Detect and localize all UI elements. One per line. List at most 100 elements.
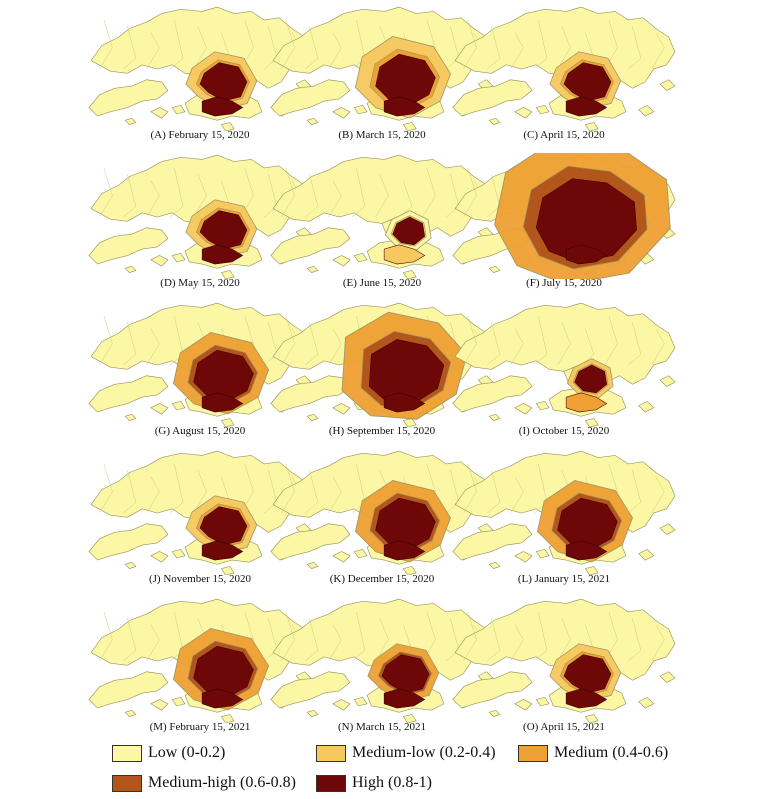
district-boundary bbox=[328, 624, 342, 662]
district-region-core bbox=[193, 645, 254, 698]
district-region-low bbox=[150, 551, 169, 563]
district-boundary bbox=[146, 476, 160, 514]
district-region-low bbox=[306, 709, 319, 717]
district-region-low bbox=[332, 403, 351, 415]
district-boundary bbox=[193, 26, 207, 70]
district-region-low bbox=[353, 549, 368, 559]
legend-item-high: High (0.8-1) bbox=[316, 772, 432, 794]
district-boundary bbox=[146, 180, 160, 218]
district-boundary bbox=[627, 618, 642, 662]
district-region-island bbox=[201, 96, 244, 117]
district-region-low bbox=[514, 699, 533, 711]
map-panel: (C) April 15, 2020 bbox=[444, 5, 684, 150]
district-boundary bbox=[627, 322, 642, 366]
district-region-low bbox=[584, 566, 599, 575]
district-map bbox=[88, 450, 312, 575]
district-region-low bbox=[454, 6, 676, 89]
district-region-core bbox=[535, 178, 637, 263]
district-region-low bbox=[535, 105, 550, 115]
district-region-low bbox=[171, 253, 186, 263]
district-region-low bbox=[488, 117, 501, 125]
district-region-core bbox=[557, 497, 618, 550]
district-boundary bbox=[304, 322, 319, 366]
map-caption: (C) April 15, 2020 bbox=[523, 129, 605, 141]
district-boundary bbox=[375, 618, 389, 662]
legend-label-low: Low (0-0.2) bbox=[148, 744, 226, 761]
district-region-low bbox=[402, 418, 417, 427]
district-region-low bbox=[452, 79, 533, 117]
district-region-low bbox=[584, 418, 599, 427]
district-boundary bbox=[328, 328, 342, 366]
district-region-low bbox=[488, 709, 501, 717]
legend-label-medium-high: Medium-high (0.6-0.8) bbox=[148, 774, 296, 791]
district-boundary bbox=[304, 470, 319, 514]
map-caption: (B) March 15, 2020 bbox=[338, 129, 426, 141]
district-region-low bbox=[171, 401, 186, 411]
district-region-core bbox=[563, 654, 612, 694]
map-caption: (K) December 15, 2020 bbox=[329, 573, 435, 585]
map-caption: (N) March 15, 2021 bbox=[338, 721, 426, 733]
map-panel: (D) May 15, 2020 bbox=[80, 153, 320, 298]
district-map bbox=[270, 598, 494, 723]
district-region-low bbox=[535, 697, 550, 707]
district-region-low bbox=[353, 697, 368, 707]
district-region-low bbox=[514, 403, 533, 415]
district-region-island bbox=[201, 392, 244, 413]
district-region-low bbox=[402, 122, 417, 131]
district-boundary bbox=[463, 167, 477, 218]
district-boundary bbox=[510, 624, 524, 662]
district-boundary bbox=[281, 315, 295, 366]
district-boundary bbox=[146, 32, 160, 70]
district-boundary bbox=[510, 32, 524, 70]
district-boundary bbox=[463, 19, 477, 70]
district-region-island bbox=[201, 244, 244, 265]
district-boundary bbox=[122, 322, 137, 366]
district-region-low bbox=[659, 79, 676, 91]
district-region-low bbox=[220, 566, 235, 575]
district-region-low bbox=[306, 413, 319, 421]
district-region-low bbox=[402, 714, 417, 723]
district-region-low bbox=[150, 699, 169, 711]
district-region-low bbox=[124, 709, 137, 717]
district-region-low bbox=[488, 561, 501, 569]
district-region-low bbox=[88, 79, 169, 117]
district-region-low bbox=[332, 107, 351, 119]
legend-swatch-high bbox=[316, 774, 346, 792]
map-caption: (G) August 15, 2020 bbox=[154, 425, 246, 437]
district-map bbox=[452, 6, 676, 131]
district-region-low bbox=[452, 671, 533, 709]
district-map bbox=[270, 154, 494, 279]
district-region-core bbox=[375, 53, 436, 106]
district-boundary bbox=[281, 611, 295, 662]
legend-swatch-medium-high bbox=[112, 774, 142, 792]
district-boundary bbox=[604, 315, 618, 366]
district-boundary bbox=[651, 476, 665, 514]
district-boundary bbox=[627, 26, 642, 70]
district-boundary bbox=[463, 315, 477, 366]
district-boundary bbox=[169, 463, 184, 514]
district-boundary bbox=[146, 328, 160, 366]
district-region-core bbox=[193, 349, 254, 402]
district-region-low bbox=[171, 697, 186, 707]
district-map bbox=[270, 302, 494, 427]
district-region-low bbox=[220, 714, 235, 723]
district-region-low bbox=[638, 548, 655, 561]
map-caption: (D) May 15, 2020 bbox=[160, 277, 240, 289]
map-panel: (E) June 15, 2020 bbox=[262, 153, 502, 298]
map-caption: (O) April 15, 2021 bbox=[523, 721, 605, 733]
district-region-low bbox=[584, 714, 599, 723]
district-boundary bbox=[486, 470, 501, 514]
district-region-low bbox=[171, 549, 186, 559]
district-boundary bbox=[463, 611, 477, 662]
legend-item-medium-low: Medium-low (0.2-0.4) bbox=[316, 742, 496, 764]
district-region-core bbox=[368, 339, 445, 404]
district-region-low bbox=[150, 255, 169, 267]
district-map bbox=[452, 153, 676, 279]
district-map bbox=[452, 450, 676, 575]
district-region-low bbox=[306, 561, 319, 569]
district-region-low bbox=[124, 561, 137, 569]
district-boundary bbox=[463, 463, 477, 514]
district-boundary bbox=[533, 611, 548, 662]
district-boundary bbox=[281, 167, 295, 218]
map-panel: (K) December 15, 2020 bbox=[262, 449, 502, 594]
